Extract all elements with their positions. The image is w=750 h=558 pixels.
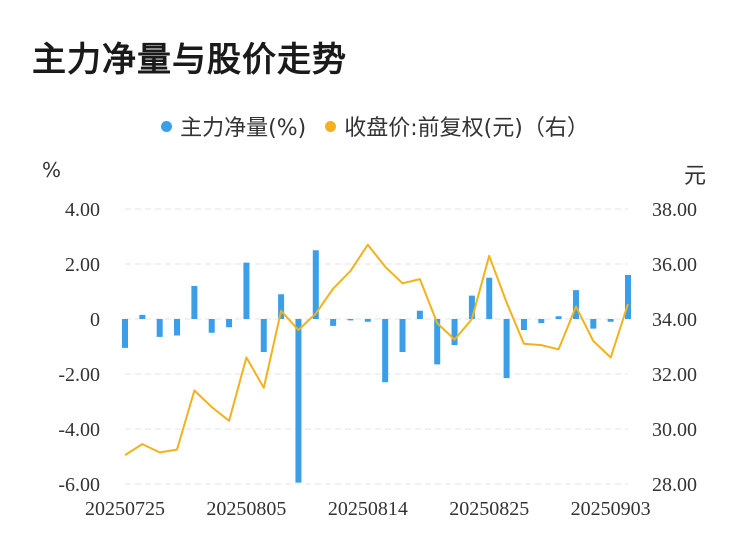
left-tick-label: -6.00 (58, 474, 100, 496)
left-axis-unit: % (42, 158, 62, 182)
right-tick-label: 28.00 (652, 474, 697, 496)
bar (538, 319, 545, 324)
x-tick-label: 20250825 (449, 498, 529, 520)
right-tick-label: 36.00 (652, 254, 697, 276)
bar (590, 319, 597, 329)
bar (416, 310, 423, 319)
bar (122, 319, 128, 348)
bar (260, 319, 267, 352)
bar (364, 319, 371, 322)
bar (451, 319, 458, 346)
bar (330, 319, 337, 326)
bar (156, 319, 163, 337)
bar (555, 316, 562, 319)
bar (347, 319, 354, 321)
bar (503, 319, 510, 379)
legend-dot-bar (161, 120, 173, 132)
bar (139, 314, 146, 319)
bar (399, 319, 406, 352)
bar (572, 290, 579, 319)
price-line (124, 243, 629, 456)
bar (607, 319, 614, 322)
right-tick-label: 32.00 (652, 364, 697, 386)
left-tick-label: -4.00 (58, 419, 100, 441)
bar (520, 319, 527, 330)
bar (312, 250, 319, 319)
right-axis-unit: 元 (684, 164, 707, 189)
bar (486, 277, 493, 319)
x-tick-label: 20250903 (571, 498, 651, 520)
bar (243, 262, 250, 319)
x-tick-label: 20250805 (206, 498, 286, 520)
right-tick-label: 38.00 (652, 199, 697, 221)
legend: 主力净量(%) 收盘价:前复权(元)（右） (0, 110, 750, 142)
left-tick-label: 4.00 (65, 199, 100, 221)
bar (434, 319, 441, 365)
bar (208, 319, 215, 333)
left-tick-label: 0 (90, 309, 100, 331)
bar (174, 319, 181, 336)
legend-item-net-volume[interactable]: 主力净量(%) (161, 110, 306, 142)
x-tick-label: 20250814 (328, 498, 408, 520)
bar (278, 294, 285, 319)
legend-item-close-price[interactable]: 收盘价:前复权(元)（右） (325, 110, 589, 142)
right-tick-label: 30.00 (652, 419, 697, 441)
bar (295, 319, 302, 483)
legend-dot-line (325, 120, 337, 132)
x-tick-label: 20250725 (85, 498, 165, 520)
legend-label-close-price: 收盘价:前复权(元)（右） (344, 116, 589, 141)
right-tick-label: 34.00 (652, 309, 697, 331)
legend-label-net-volume: 主力净量(%) (180, 116, 307, 141)
bar (468, 295, 475, 319)
bar (226, 319, 233, 328)
left-tick-label: -2.00 (58, 364, 100, 386)
bar (625, 275, 631, 319)
bar (382, 319, 389, 383)
bar (191, 286, 198, 319)
left-tick-label: 2.00 (65, 254, 100, 276)
chart-title: 主力净量与股价走势 (32, 40, 347, 80)
